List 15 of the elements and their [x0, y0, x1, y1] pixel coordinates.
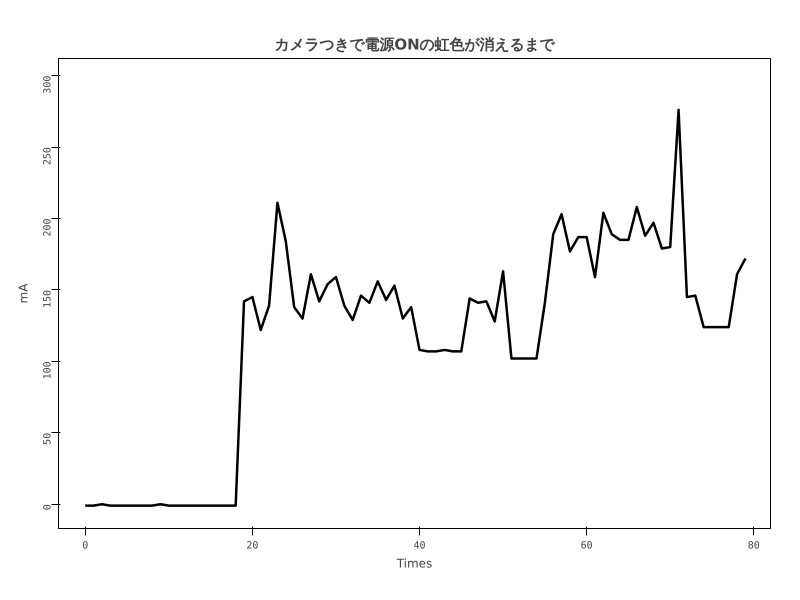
chart-title: カメラつきで電源ONの虹色が消えるまで [274, 36, 556, 54]
x-tick-label: 80 [748, 540, 760, 552]
y-tick-label: 250 [42, 147, 54, 166]
y-tick-label: 150 [42, 290, 54, 308]
x-tick-label: 40 [413, 540, 426, 552]
y-tick-label: 0 [42, 504, 54, 510]
x-axis-title: Times [396, 556, 432, 570]
y-tick-label: 200 [42, 218, 54, 237]
x-tick-label: 0 [82, 540, 88, 552]
y-tick-label: 300 [42, 76, 54, 94]
y-tick-label: 100 [42, 361, 54, 380]
y-tick-label: 50 [42, 432, 54, 445]
x-tick-label: 20 [246, 540, 258, 552]
x-tick-label: 60 [580, 540, 593, 552]
y-axis-title: mA [16, 282, 30, 304]
